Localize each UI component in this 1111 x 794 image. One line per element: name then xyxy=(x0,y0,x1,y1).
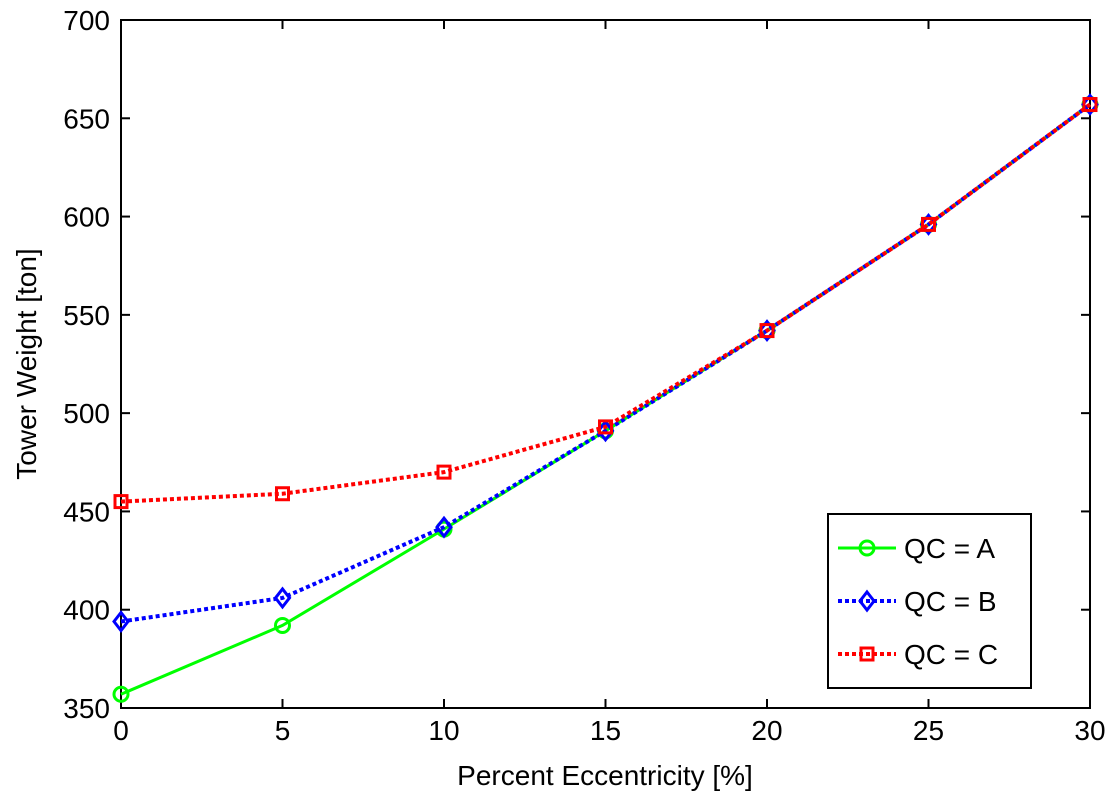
x-tick-label: 10 xyxy=(428,715,459,746)
data-point-square xyxy=(436,464,452,480)
x-tick-label: 20 xyxy=(751,715,782,746)
series-3 xyxy=(113,97,1098,510)
axis-ticks: 0 5 10 15 20 25 30 350 400 450 500 550 600 650 700 xyxy=(63,5,1105,746)
legend-label: QC = B xyxy=(904,586,997,617)
data-point-square xyxy=(1082,97,1098,113)
legend-marker-circle xyxy=(858,539,876,557)
data-point-circle xyxy=(112,685,130,703)
legend-label: QC = A xyxy=(904,533,995,564)
series-line xyxy=(120,102,1092,504)
x-tick-label: 5 xyxy=(275,715,291,746)
data-point-diamond xyxy=(273,586,292,610)
data-point-square xyxy=(759,323,775,339)
data-point-diamond xyxy=(435,515,453,539)
legend-marker-square xyxy=(859,646,875,662)
legend-label: QC = C xyxy=(904,639,998,670)
y-tick-label: 400 xyxy=(63,595,110,626)
y-tick-label: 500 xyxy=(63,398,110,429)
x-tick-label: 15 xyxy=(590,715,621,746)
y-tick-label: 350 xyxy=(63,693,110,724)
x-tick-label: 25 xyxy=(913,715,944,746)
data-point-square xyxy=(598,419,613,435)
y-tick-label: 450 xyxy=(63,496,110,527)
y-tick-label: 550 xyxy=(63,300,110,331)
x-tick-label: 0 xyxy=(113,715,129,746)
x-tick-label: 30 xyxy=(1074,715,1105,746)
y-tick-label: 700 xyxy=(63,5,110,36)
data-point-diamond xyxy=(112,610,130,633)
y-tick-label: 650 xyxy=(63,103,110,134)
series-line xyxy=(120,102,1092,624)
series-layer xyxy=(112,93,1099,703)
x-axis-label: Percent Eccentricity [%] xyxy=(457,760,753,791)
legend-marker-diamond xyxy=(858,589,876,613)
data-point-square xyxy=(275,486,290,502)
data-point-square xyxy=(113,494,129,510)
y-axis-label: Tower Weight [ton] xyxy=(11,248,42,479)
data-point-square xyxy=(921,216,936,232)
data-point-circle xyxy=(274,616,291,634)
legend: QC = A QC = B QC = C xyxy=(827,513,1032,689)
y-tick-label: 600 xyxy=(63,202,110,233)
